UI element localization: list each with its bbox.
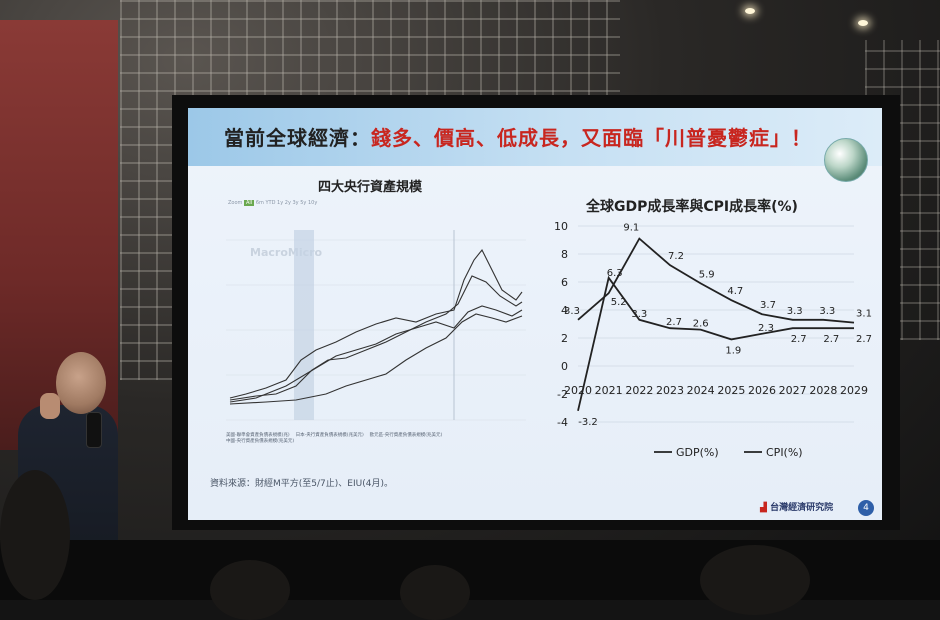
slide-title-highlight: 錢多、價高、低成長，又面臨「川普憂鬱症」！ (371, 126, 812, 150)
x-tick-label: 2028 (809, 384, 837, 397)
y-tick-label: 10 (554, 220, 568, 233)
audience-head (0, 470, 70, 600)
zoom-option[interactable]: 10y (307, 200, 318, 206)
slide-title: 當前全球經濟：錢多、價高、低成長，又面臨「川普憂鬱症」！ (224, 122, 812, 151)
ceiling-light (858, 20, 868, 26)
globe-icon (824, 138, 868, 182)
data-label: 2.7 (791, 334, 807, 345)
zoom-option[interactable]: All (244, 200, 255, 206)
audience-head (400, 565, 470, 620)
data-label: 3.3 (787, 306, 803, 317)
audience-head (700, 545, 810, 615)
slide-header-band (188, 108, 882, 166)
data-label: 3.3 (819, 306, 835, 317)
data-label: 4.7 (727, 286, 743, 297)
presenter-hand (40, 393, 60, 419)
x-tick-label: 2026 (748, 384, 776, 397)
data-label: 2.3 (758, 323, 774, 334)
zoom-option[interactable]: 5y (300, 200, 307, 206)
institute-logo: ▟ 台灣經濟研究院 (760, 500, 833, 513)
data-label: 2.7 (856, 334, 872, 345)
boj-assets-line (229, 313, 523, 405)
y-tick-label: -4 (557, 416, 568, 429)
central-bank-assets-plot (226, 230, 526, 421)
audience-head (210, 560, 290, 620)
legend-item: 日本-央行資產負債表規模(兆美元) (295, 433, 364, 438)
data-label: 7.2 (668, 251, 684, 262)
right-chart-title: 全球GDP成長率與CPI成長率(%) (586, 199, 798, 215)
data-label: 3.3 (631, 309, 647, 320)
zoom-label: Zoom (228, 200, 243, 206)
legend-item: 歐元區-央行資產負債表規模(兆美元) (369, 433, 443, 438)
x-tick-label: 2025 (717, 384, 745, 397)
microphone (86, 412, 102, 448)
y-tick-label: -2 (557, 388, 568, 401)
data-label: 5.9 (699, 269, 715, 280)
x-tick-label: 2027 (779, 384, 807, 397)
data-label: 5.2 (611, 297, 627, 308)
data-label: 9.1 (623, 223, 639, 234)
presentation-slide: 當前全球經濟：錢多、價高、低成長，又面臨「川普憂鬱症」！ 四大央行資產規模 Zo… (188, 108, 882, 520)
central-bank-legend: 美國-聯準會資產負債表規模(兆) 日本-央行資產負債表規模(兆美元) 歐元區-央… (226, 432, 442, 444)
zoom-option[interactable]: 6m (255, 200, 264, 206)
institute-mark-icon: ▟ (760, 503, 767, 513)
zoom-option[interactable]: YTD (265, 200, 276, 206)
y-tick-label: 8 (561, 248, 568, 261)
data-label: 2.7 (666, 317, 682, 328)
left-chart-title: 四大央行資產規模 (318, 180, 423, 195)
institute-name: 台灣經濟研究院 (770, 503, 834, 513)
legend-label: GDP(%) (676, 446, 719, 459)
data-label: 3.7 (760, 300, 776, 311)
presenter-head (56, 352, 106, 414)
y-tick-label: 2 (561, 332, 568, 345)
page-number: 4 (858, 500, 874, 516)
legend-item: 美國-聯準會資產負債表規模(兆) (226, 433, 290, 438)
data-label: 3.3 (564, 306, 580, 317)
x-tick-label: 2029 (840, 384, 868, 397)
y-tick-label: 0 (561, 360, 568, 373)
zoom-controls: Zoom All 6m YTD 1y 2y 3y 5y 10y (228, 200, 317, 206)
data-label: 2.6 (693, 319, 709, 330)
source-note: 資料來源：財經M平方(至5/7止)、EIU(4月)。 (210, 479, 393, 489)
data-label: 1.9 (725, 345, 741, 356)
data-label: -3.2 (578, 417, 598, 428)
gdp-series-line (577, 275, 854, 412)
zoom-option[interactable]: 2y (284, 200, 291, 206)
ecb-assets-line (229, 275, 523, 401)
cpi-series-line (577, 237, 855, 324)
x-tick-label: 2022 (625, 384, 653, 397)
data-label: 6.3 (607, 268, 623, 279)
recession-shading (294, 230, 314, 420)
x-tick-label: 2020 (564, 384, 592, 397)
x-tick-label: 2023 (656, 384, 684, 397)
zoom-option[interactable]: 3y (292, 200, 299, 206)
legend-label: CPI(%) (766, 446, 803, 459)
ceiling-light (745, 8, 755, 14)
x-tick-label: 2021 (595, 384, 623, 397)
data-label: 3.1 (856, 309, 872, 320)
x-tick-label: 2024 (687, 384, 715, 397)
pboc-assets-line (229, 305, 523, 403)
data-label: 2.7 (823, 334, 839, 345)
central-bank-assets-chart: Zoom All 6m YTD 1y 2y 3y 5y 10y MacroMic… (216, 200, 536, 460)
zoom-option[interactable]: 1y (277, 200, 284, 206)
slide-title-prefix: 當前全球經濟： (224, 126, 371, 150)
y-tick-label: 6 (561, 276, 568, 289)
y-tick-label: 4 (561, 304, 568, 317)
legend-item: 中國-央行資產負債表規模(兆美元) (226, 439, 295, 444)
fed-assets-line (229, 248, 523, 399)
